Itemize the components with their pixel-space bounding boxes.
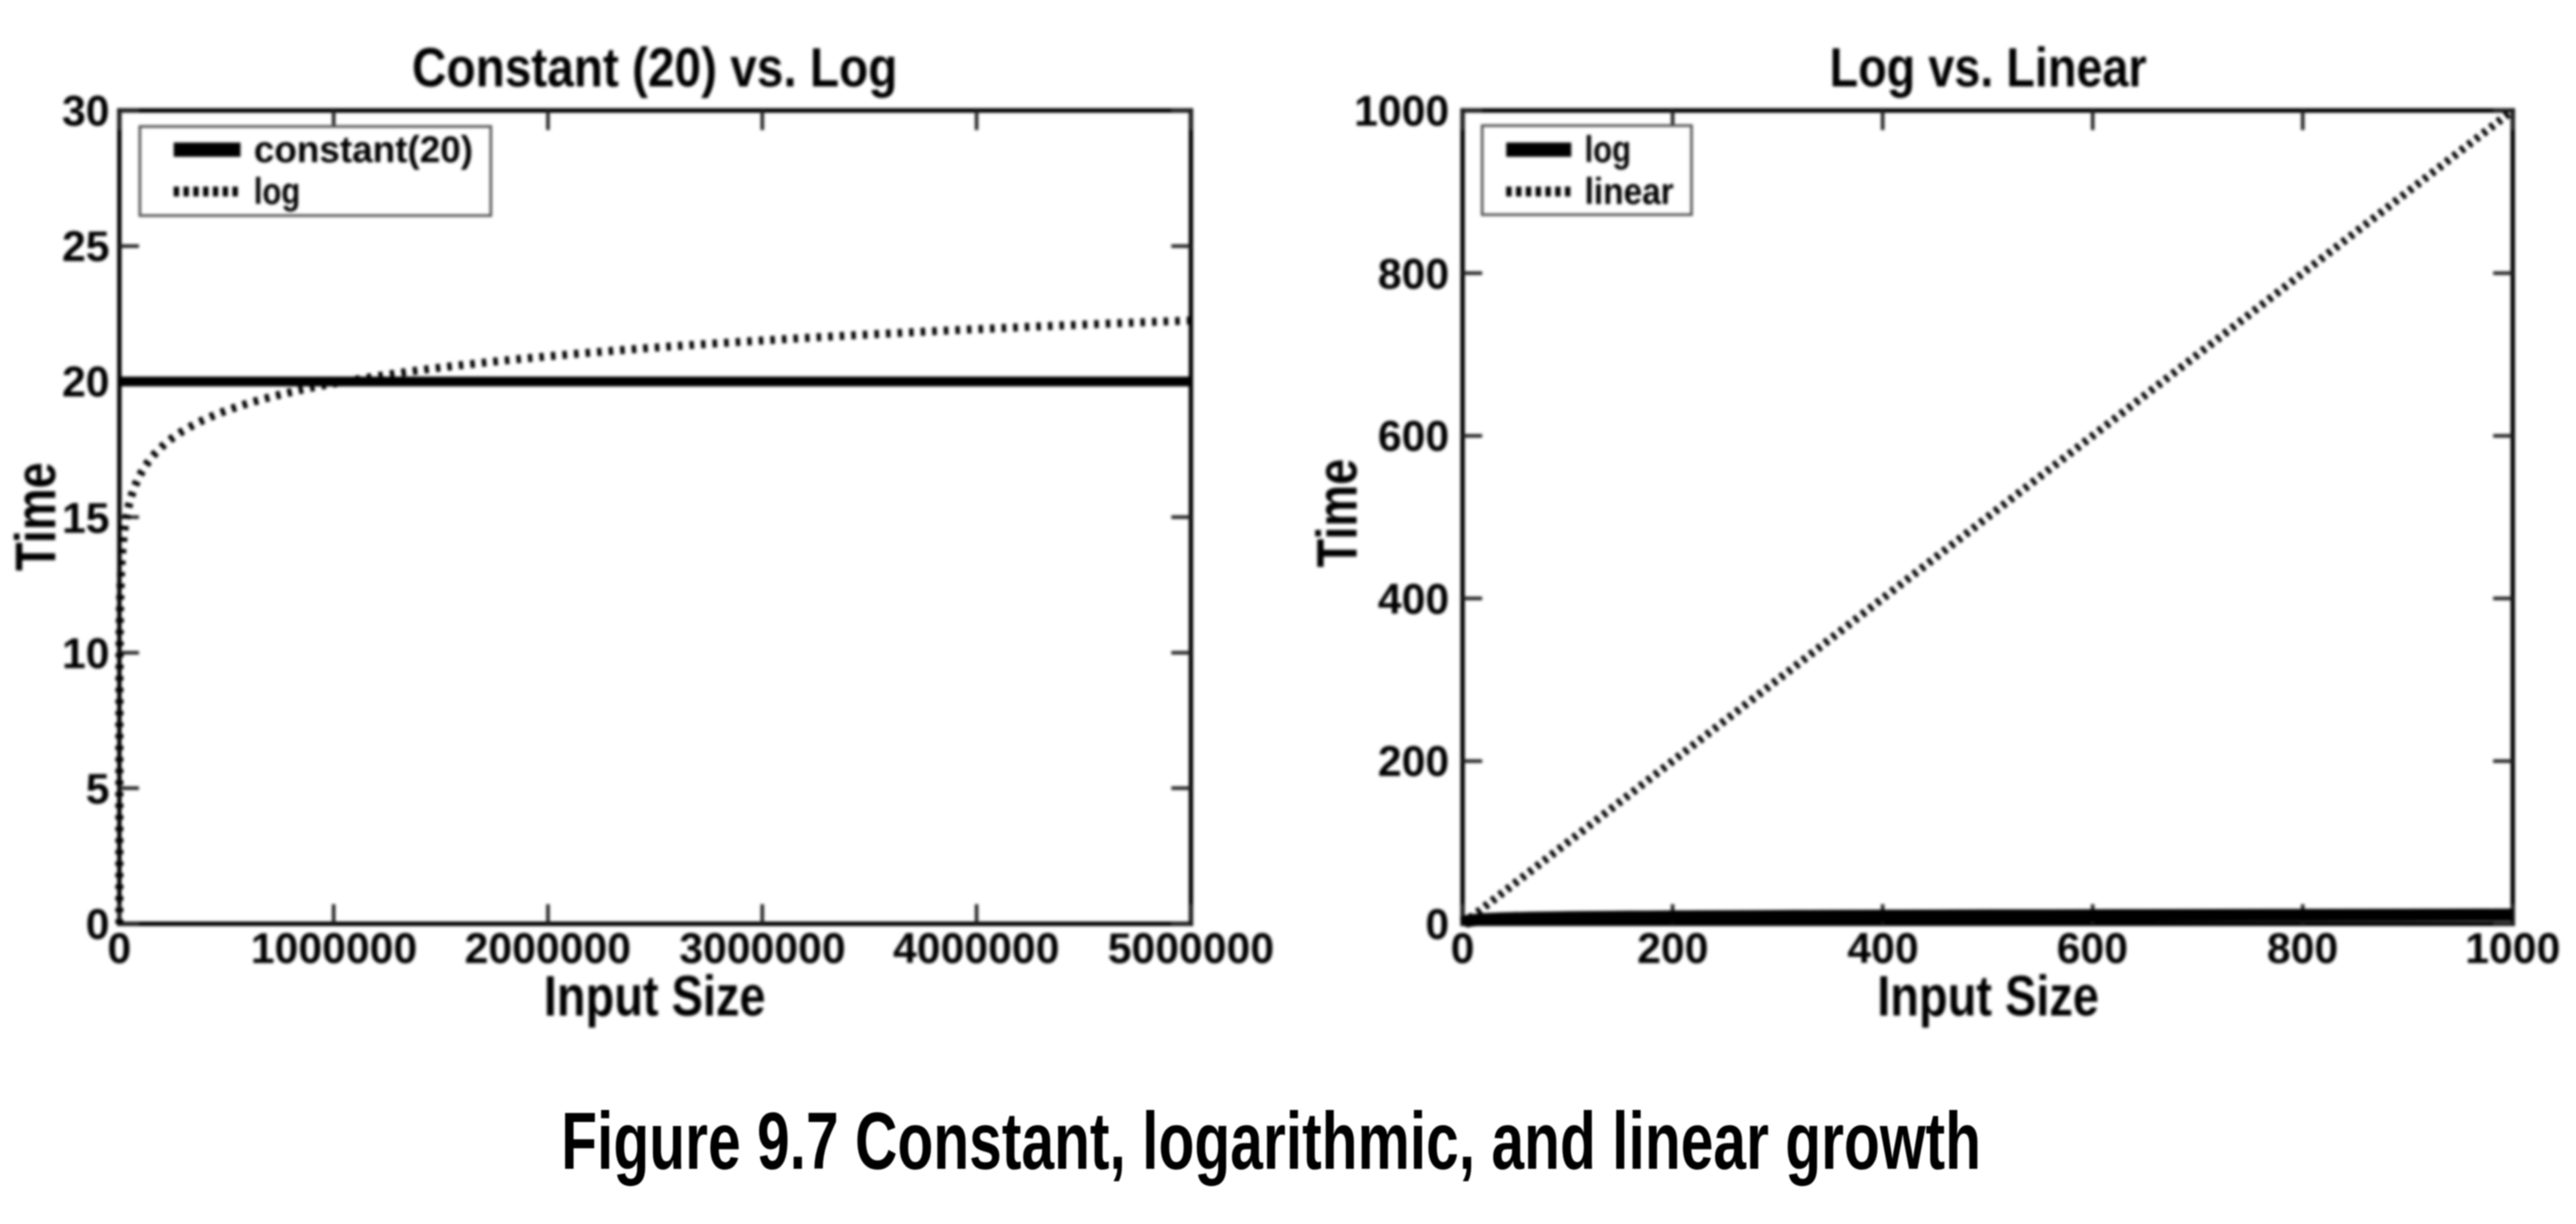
svg-text:Input Size: Input Size	[1878, 964, 2099, 1028]
svg-text:600: 600	[1378, 413, 1449, 461]
svg-text:20: 20	[62, 359, 110, 406]
svg-text:1000: 1000	[2466, 926, 2561, 973]
svg-text:4000000: 4000000	[893, 926, 1060, 973]
svg-text:Figure 9.7 Constant, logarithm: Figure 9.7 Constant, logarithmic, and li…	[561, 1097, 1981, 1187]
svg-text:log: log	[254, 170, 300, 212]
svg-text:3000000: 3000000	[680, 926, 846, 973]
svg-text:2000000: 2000000	[465, 926, 632, 973]
svg-text:10: 10	[62, 631, 110, 678]
svg-text:0: 0	[86, 902, 110, 949]
svg-text:0: 0	[1451, 926, 1475, 973]
svg-text:1000000: 1000000	[251, 926, 418, 973]
svg-text:800: 800	[2267, 926, 2338, 973]
svg-text:0: 0	[1425, 902, 1449, 949]
svg-text:5000000: 5000000	[1108, 926, 1275, 973]
svg-text:log: log	[1585, 128, 1631, 170]
svg-text:1000: 1000	[1354, 88, 1449, 135]
svg-text:800: 800	[1378, 251, 1449, 298]
svg-text:400: 400	[1847, 926, 1919, 973]
svg-text:25: 25	[62, 224, 110, 271]
svg-text:0: 0	[108, 926, 132, 973]
svg-text:linear: linear	[1585, 170, 1674, 212]
svg-text:Time: Time	[1305, 459, 1369, 567]
svg-text:5: 5	[86, 766, 110, 813]
svg-text:30: 30	[62, 88, 110, 135]
svg-text:Time: Time	[4, 462, 68, 571]
svg-text:Input Size: Input Size	[544, 964, 766, 1028]
svg-text:Constant (20) vs. Log: Constant (20) vs. Log	[412, 37, 898, 99]
svg-text:constant(20): constant(20)	[254, 128, 473, 170]
svg-text:15: 15	[62, 495, 110, 543]
svg-text:200: 200	[1378, 738, 1449, 786]
svg-text:200: 200	[1637, 926, 1708, 973]
svg-text:400: 400	[1378, 576, 1449, 624]
svg-text:600: 600	[2057, 926, 2128, 973]
svg-text:Log vs. Linear: Log vs. Linear	[1830, 37, 2147, 99]
